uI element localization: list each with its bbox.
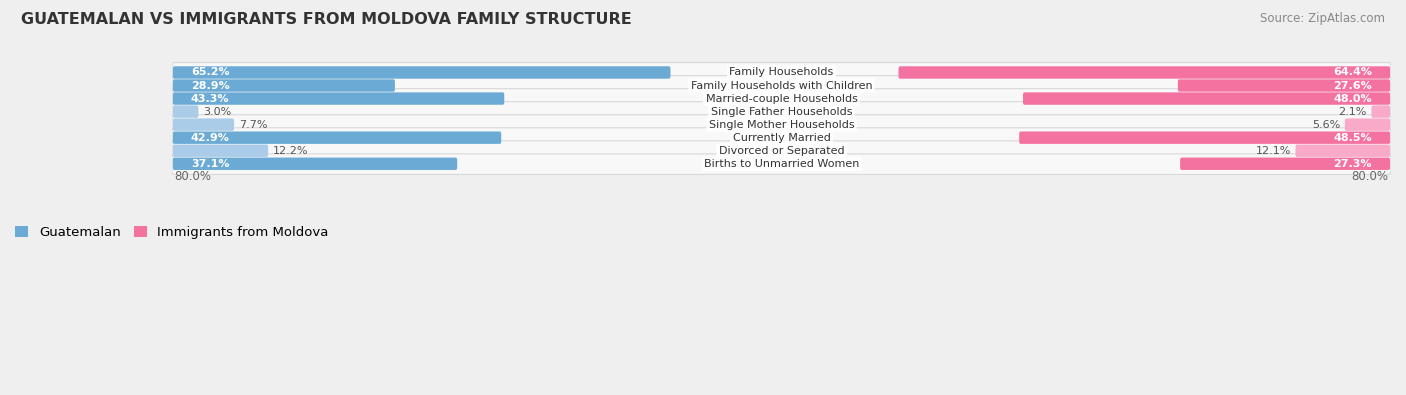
FancyBboxPatch shape — [1371, 105, 1391, 118]
FancyBboxPatch shape — [1180, 158, 1391, 170]
Text: 12.1%: 12.1% — [1256, 146, 1291, 156]
Text: 64.4%: 64.4% — [1333, 68, 1372, 77]
Text: 27.6%: 27.6% — [1333, 81, 1372, 90]
Text: 48.5%: 48.5% — [1333, 133, 1372, 143]
FancyBboxPatch shape — [1024, 92, 1391, 105]
Text: Divorced or Separated: Divorced or Separated — [718, 146, 844, 156]
Text: GUATEMALAN VS IMMIGRANTS FROM MOLDOVA FAMILY STRUCTURE: GUATEMALAN VS IMMIGRANTS FROM MOLDOVA FA… — [21, 12, 631, 27]
Text: 42.9%: 42.9% — [191, 133, 229, 143]
FancyBboxPatch shape — [898, 66, 1391, 79]
FancyBboxPatch shape — [173, 66, 671, 79]
Text: Married-couple Households: Married-couple Households — [706, 94, 858, 103]
FancyBboxPatch shape — [172, 88, 1391, 109]
FancyBboxPatch shape — [1178, 79, 1391, 92]
Text: 5.6%: 5.6% — [1312, 120, 1340, 130]
Text: Single Father Households: Single Father Households — [710, 107, 852, 117]
FancyBboxPatch shape — [1295, 145, 1391, 157]
Text: 48.0%: 48.0% — [1333, 94, 1372, 103]
FancyBboxPatch shape — [173, 132, 501, 144]
FancyBboxPatch shape — [1019, 132, 1391, 144]
Text: 12.2%: 12.2% — [273, 146, 308, 156]
Text: 80.0%: 80.0% — [1351, 170, 1389, 183]
Text: Source: ZipAtlas.com: Source: ZipAtlas.com — [1260, 12, 1385, 25]
Text: 7.7%: 7.7% — [239, 120, 267, 130]
FancyBboxPatch shape — [1344, 118, 1391, 131]
Text: 65.2%: 65.2% — [191, 68, 229, 77]
Text: 28.9%: 28.9% — [191, 81, 229, 90]
Text: Currently Married: Currently Married — [733, 133, 831, 143]
FancyBboxPatch shape — [172, 75, 1391, 96]
FancyBboxPatch shape — [173, 92, 505, 105]
Text: 27.3%: 27.3% — [1333, 159, 1372, 169]
FancyBboxPatch shape — [172, 115, 1391, 135]
Text: 3.0%: 3.0% — [202, 107, 232, 117]
Text: 43.3%: 43.3% — [191, 94, 229, 103]
Text: Family Households with Children: Family Households with Children — [690, 81, 872, 90]
FancyBboxPatch shape — [173, 145, 269, 157]
FancyBboxPatch shape — [173, 158, 457, 170]
FancyBboxPatch shape — [172, 128, 1391, 149]
Text: 2.1%: 2.1% — [1339, 107, 1367, 117]
FancyBboxPatch shape — [173, 105, 198, 118]
Text: Family Households: Family Households — [730, 68, 834, 77]
Text: Single Mother Households: Single Mother Households — [709, 120, 855, 130]
FancyBboxPatch shape — [172, 102, 1391, 122]
FancyBboxPatch shape — [173, 118, 233, 131]
FancyBboxPatch shape — [172, 141, 1391, 162]
FancyBboxPatch shape — [172, 154, 1391, 175]
Text: 37.1%: 37.1% — [191, 159, 229, 169]
Legend: Guatemalan, Immigrants from Moldova: Guatemalan, Immigrants from Moldova — [15, 226, 329, 239]
FancyBboxPatch shape — [172, 62, 1391, 83]
Text: 80.0%: 80.0% — [174, 170, 211, 183]
FancyBboxPatch shape — [173, 79, 395, 92]
Text: Births to Unmarried Women: Births to Unmarried Women — [704, 159, 859, 169]
